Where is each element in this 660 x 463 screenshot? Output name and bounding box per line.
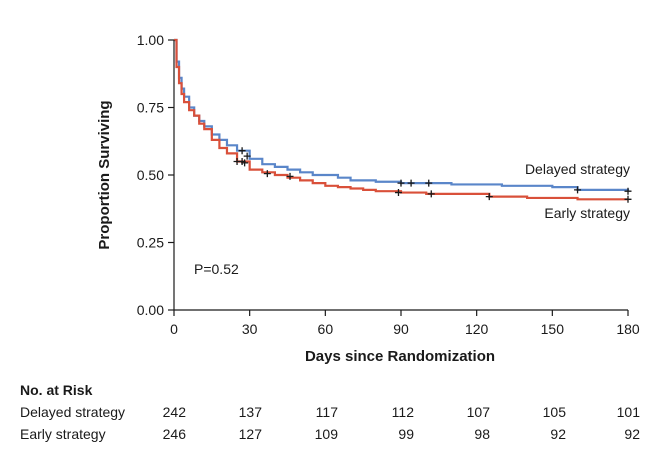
- y-ticks: 0.00 0.25 0.50 0.75 1.00: [137, 32, 174, 318]
- censor-mark: [485, 193, 493, 201]
- survival-chart: 0.00 0.25 0.50 0.75 1.00 0 30 60 90 120 150 180 Pr…: [96, 32, 640, 365]
- y-axis-title: Proportion Surviving: [96, 100, 113, 249]
- y-tick-label: 1.00: [137, 32, 164, 48]
- risk-cell: 105: [542, 404, 566, 420]
- risk-cell: 99: [398, 426, 414, 442]
- censor-mark: [241, 159, 249, 167]
- censor-mark: [263, 170, 271, 178]
- censor-mark: [238, 147, 246, 155]
- x-axis-title: Days since Randomization: [305, 348, 495, 365]
- early-strategy-curve: [174, 38, 628, 201]
- censor-mark: [425, 179, 433, 187]
- x-tick-label: 30: [242, 321, 258, 337]
- y-tick-label: 0.25: [137, 235, 164, 251]
- censor-mark: [286, 172, 294, 180]
- p-value-annotation: P=0.52: [194, 261, 239, 277]
- x-tick-label: 180: [616, 321, 640, 337]
- risk-cell: 92: [550, 426, 566, 442]
- risk-cell: 112: [391, 404, 414, 420]
- censor-mark: [397, 179, 405, 187]
- censor-mark: [427, 190, 435, 198]
- censor-mark: [243, 152, 251, 160]
- censor-mark: [574, 186, 582, 194]
- risk-cell: 242: [162, 404, 186, 420]
- y-tick-label: 0.50: [137, 167, 164, 183]
- risk-cell: 107: [466, 404, 490, 420]
- x-ticks: 0 30 60 90 120 150 180: [170, 310, 640, 337]
- censor-mark: [394, 189, 402, 197]
- risk-cell: 109: [314, 426, 338, 442]
- x-tick-label: 0: [170, 321, 178, 337]
- censor-mark: [624, 195, 632, 203]
- x-tick-label: 60: [318, 321, 334, 337]
- risk-cell: 246: [162, 426, 186, 442]
- risk-table-title: No. at Risk: [20, 382, 93, 398]
- risk-cell: 101: [616, 404, 640, 420]
- risk-cell: 127: [238, 426, 262, 442]
- early-strategy-label: Early strategy: [544, 205, 630, 221]
- x-tick-label: 90: [393, 321, 409, 337]
- x-tick-label: 120: [465, 321, 489, 337]
- risk-table: No. at Risk Delayed strategy 242 137 117…: [0, 376, 660, 456]
- risk-cell: 117: [315, 404, 338, 420]
- risk-cell: 98: [474, 426, 490, 442]
- y-tick-label: 0.75: [137, 100, 164, 116]
- plot-area: [174, 38, 632, 203]
- delayed-strategy-label: Delayed strategy: [525, 161, 630, 177]
- risk-cell: 137: [238, 404, 262, 420]
- y-tick-label: 0.00: [137, 302, 164, 318]
- censor-mark: [407, 179, 415, 187]
- risk-cell: 92: [624, 426, 640, 442]
- risk-row-label-early: Early strategy: [20, 426, 106, 442]
- risk-row-label-delayed: Delayed strategy: [20, 404, 126, 420]
- x-tick-label: 150: [541, 321, 565, 337]
- censor-mark: [624, 187, 632, 195]
